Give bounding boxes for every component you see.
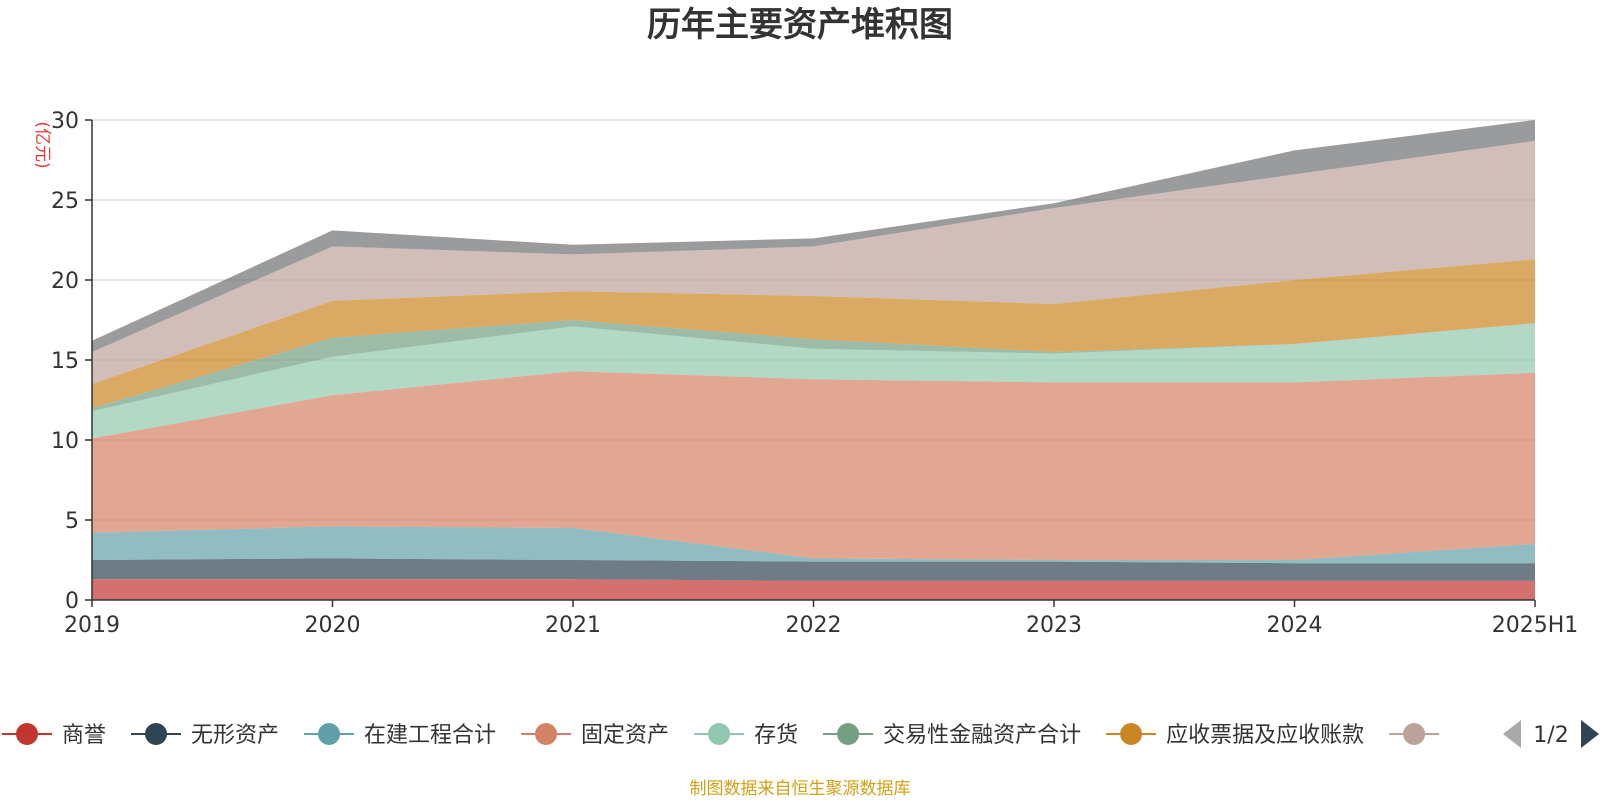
legend-label: 商誉 xyxy=(62,723,106,748)
y-tick-label: 25 xyxy=(51,189,79,214)
legend-label: 存货 xyxy=(754,723,798,748)
legend-prev-page-icon[interactable] xyxy=(1503,720,1521,748)
legend-marker xyxy=(1403,723,1426,745)
y-tick-label: 10 xyxy=(51,429,79,454)
legend-item[interactable]: 应收票据及应收账款 xyxy=(1106,723,1364,748)
x-tick-label: 2025H1 xyxy=(1492,613,1579,638)
y-tick-label: 5 xyxy=(65,509,79,534)
legend-marker xyxy=(318,723,341,745)
area-series-9 xyxy=(92,120,1535,352)
legend-marker xyxy=(837,723,860,745)
legend-next-page-icon[interactable] xyxy=(1581,720,1599,748)
chart-title: 历年主要资产堆积图 xyxy=(647,5,953,45)
x-tick-label: 2022 xyxy=(786,613,842,638)
legend-item[interactable]: 商誉 xyxy=(2,723,106,748)
area-series-layer xyxy=(92,120,1535,600)
legend-label: 在建工程合计 xyxy=(364,723,496,748)
y-tick-label: 30 xyxy=(51,109,79,134)
x-tick-label: 2021 xyxy=(545,613,601,638)
y-tick-label: 0 xyxy=(65,589,79,614)
legend-item[interactable] xyxy=(1389,723,1440,745)
legend-marker xyxy=(145,723,168,745)
area-series-2 xyxy=(92,558,1535,581)
legend-marker xyxy=(16,723,38,745)
axes: 0 5 10 15 20 25 30 2019 2020 2021 2022 2023 2024 2025… xyxy=(32,109,1578,638)
legend-marker xyxy=(708,723,731,745)
legend-label: 无形资产 xyxy=(191,723,279,748)
area-series-5 xyxy=(92,323,1535,439)
area-series-3 xyxy=(92,526,1535,564)
x-tick-label: 2024 xyxy=(1267,613,1323,638)
area-series-4 xyxy=(92,371,1535,560)
area-series-1 xyxy=(92,579,1535,600)
legend-item[interactable]: 在建工程合计 xyxy=(304,723,496,748)
legend-page-indicator: 1/2 xyxy=(1533,723,1568,748)
legend-item[interactable]: 交易性金融资产合计 xyxy=(823,723,1081,748)
x-tick-label: 2023 xyxy=(1026,613,1082,638)
x-tick-label: 2019 xyxy=(64,613,120,638)
legend-label: 交易性金融资产合计 xyxy=(883,723,1081,748)
legend-label: 固定资产 xyxy=(581,723,669,748)
legend-label: 应收票据及应收账款 xyxy=(1166,723,1364,748)
legend-marker xyxy=(535,723,558,745)
legend-item[interactable]: 存货 xyxy=(694,723,798,748)
y-unit-label: (亿元) xyxy=(32,121,52,168)
area-series-8 xyxy=(92,140,1535,384)
area-series-7 xyxy=(92,259,1535,408)
source-note: 制图数据来自恒生聚源数据库 xyxy=(689,779,911,799)
legend-marker xyxy=(1120,723,1143,745)
legend: 商誉 无形资产 在建工程合计 固定资产 存货 交易性金融资产合计 应收票据及应收账款 1/2 xyxy=(2,720,1599,748)
legend-item[interactable]: 无形资产 xyxy=(131,723,279,748)
y-tick-label: 15 xyxy=(51,349,79,374)
legend-item[interactable]: 固定资产 xyxy=(521,723,669,748)
y-tick-label: 20 xyxy=(51,269,79,294)
x-tick-label: 2020 xyxy=(305,613,361,638)
